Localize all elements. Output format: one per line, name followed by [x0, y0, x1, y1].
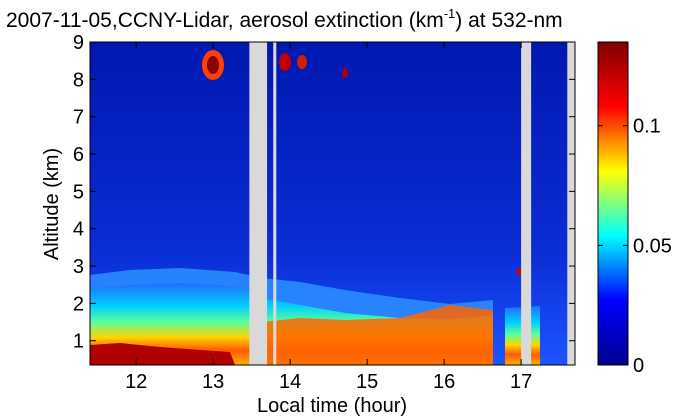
y-axis-label: Altitude (km)	[41, 148, 63, 260]
x-tick-label: 13	[202, 371, 224, 393]
x-axis-ticks: 12 13 14 15 16 17	[125, 42, 532, 393]
aerosol-afternoon-layer	[262, 305, 493, 365]
y-tick-label: 3	[73, 256, 84, 278]
x-tick-label: 14	[279, 371, 301, 393]
chart-title: 2007-11-05,CCNY-Lidar, aerosol extinctio…	[6, 6, 563, 32]
x-tick-label: 17	[510, 371, 532, 393]
y-tick-label: 1	[73, 331, 84, 353]
y-tick-label: 9	[73, 32, 84, 54]
cloud-1400	[279, 53, 291, 71]
y-tick-label: 6	[73, 144, 84, 166]
colorbar-frame	[597, 41, 629, 366]
colorbar	[598, 42, 628, 365]
colorbar-tick-label: 0	[633, 355, 644, 377]
y-axis-ticks: 1 2 3 4 5 6 7 8 9	[73, 32, 575, 353]
colorbar-tick-label: 0.1	[633, 116, 661, 138]
data-gap	[249, 42, 268, 365]
y-tick-label: 4	[73, 219, 84, 241]
aerosol-surface-layer	[90, 343, 235, 365]
y-tick-label: 2	[73, 293, 84, 315]
colorbar-ticks: 0 0.05 0.1	[598, 116, 672, 377]
y-tick-label: 7	[73, 107, 84, 129]
data-gap	[567, 42, 575, 365]
data-gap	[273, 42, 277, 365]
x-tick-label: 16	[433, 371, 455, 393]
x-axis-label: Local time (hour)	[257, 395, 407, 417]
data-gaps	[249, 42, 575, 365]
plot-frame	[89, 41, 576, 366]
heatmap-area	[90, 42, 575, 365]
data-gap	[521, 42, 532, 365]
x-tick-label: 15	[356, 371, 378, 393]
cloud-1415	[297, 55, 307, 69]
cloud-1450	[342, 68, 348, 78]
cloud-1330-core	[207, 56, 219, 74]
x-tick-label: 12	[125, 371, 147, 393]
colorbar-tick-label: 0.05	[633, 235, 672, 257]
y-tick-label: 5	[73, 181, 84, 203]
y-tick-label: 8	[73, 69, 84, 91]
